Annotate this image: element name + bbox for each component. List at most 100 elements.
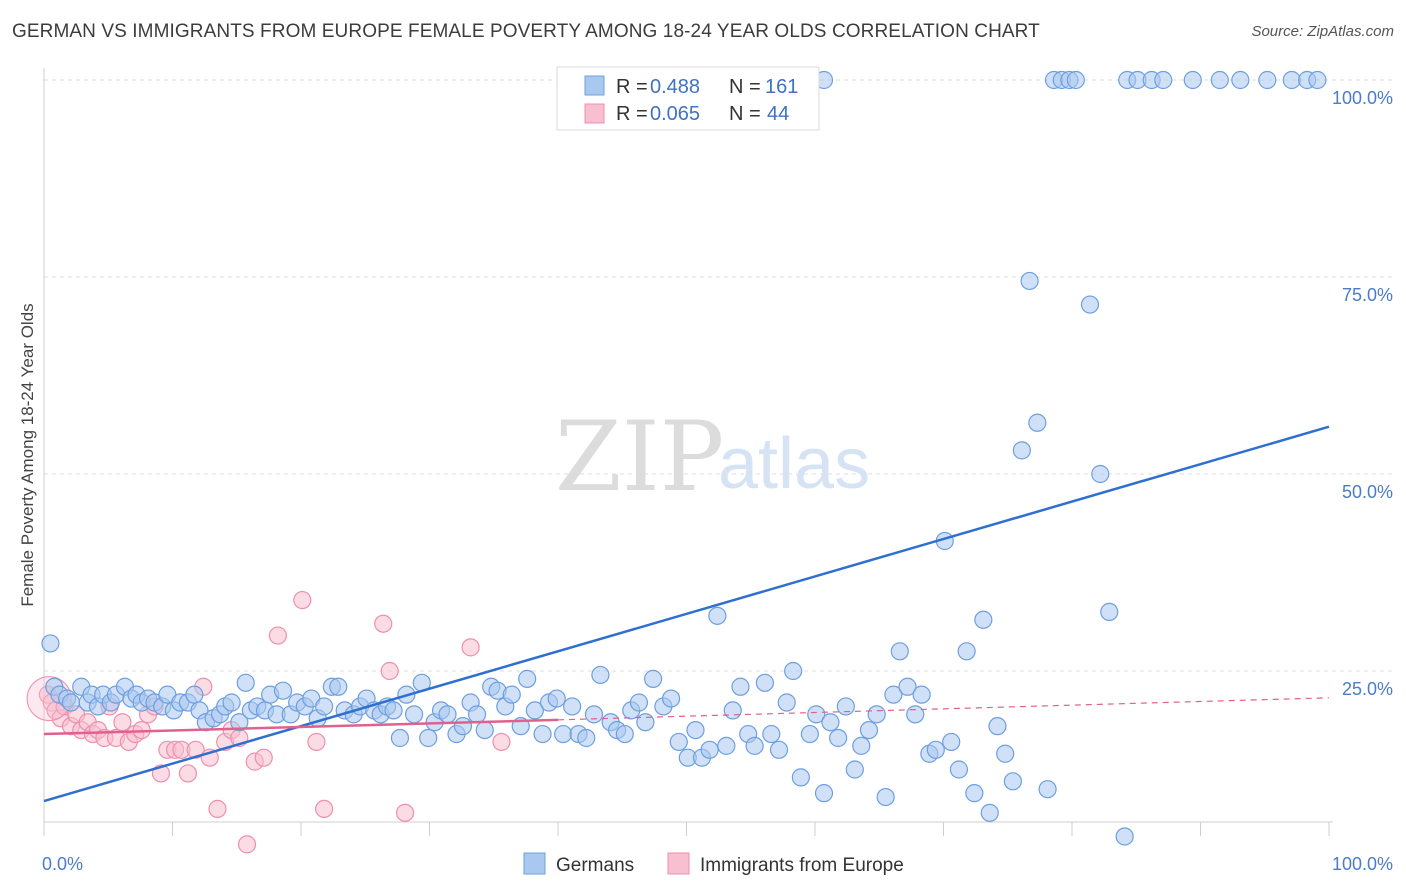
data-point-germans	[852, 736, 871, 755]
data-point-immigrants	[307, 732, 326, 752]
data-point-immigrants	[374, 614, 393, 633]
data-point-immigrants	[315, 799, 334, 819]
data-point-immigrants	[208, 799, 227, 819]
y-tick-label: 25.0%	[1342, 679, 1393, 699]
data-point-germans	[390, 728, 410, 748]
legend-r-value: 0.065	[650, 103, 700, 125]
data-point-germans	[769, 740, 789, 759]
data-point-germans	[957, 642, 976, 661]
bottom-legend-swatch-immigrants	[667, 852, 690, 875]
data-point-germans	[1231, 70, 1250, 90]
data-point-germans	[1038, 780, 1057, 799]
legend-r-label: R =	[616, 76, 648, 98]
data-point-germans	[942, 732, 961, 752]
data-point-germans	[1258, 70, 1277, 90]
data-point-germans	[615, 724, 634, 744]
data-point-germans	[584, 705, 604, 724]
legend-r-label: R =	[616, 103, 648, 125]
data-point-immigrants	[395, 803, 415, 822]
legend-n-label: N =	[729, 103, 761, 125]
data-point-germans	[755, 673, 774, 692]
data-point-germans	[686, 720, 705, 740]
data-point-germans	[926, 740, 945, 759]
data-point-germans	[554, 724, 573, 744]
watermark-atlas: atlas	[718, 424, 870, 504]
data-point-germans	[821, 713, 840, 732]
data-point-germans	[1028, 413, 1047, 432]
data-point-germans	[577, 728, 596, 748]
data-point-immigrants	[254, 748, 273, 767]
y-tick-label: 75.0%	[1342, 285, 1393, 305]
data-point-germans	[836, 697, 855, 716]
data-point-germans	[890, 642, 909, 661]
legend-n-value: 161	[765, 76, 798, 98]
grid-lines	[44, 79, 1396, 672]
data-point-germans	[563, 697, 582, 716]
data-point-germans	[807, 705, 826, 724]
trend-line-germans	[43, 425, 1330, 803]
data-point-germans	[731, 677, 750, 696]
x-tick-label-min: 0.0%	[42, 854, 83, 874]
data-point-germans	[1012, 441, 1031, 460]
bottom-legend-label-germans: Germans	[556, 855, 634, 876]
data-point-germans	[419, 728, 438, 748]
data-point-germans	[236, 673, 255, 692]
data-point-germans	[912, 685, 931, 704]
data-point-germans	[518, 669, 537, 688]
trend-line-immigrants	[43, 718, 559, 736]
data-point-germans	[974, 610, 993, 629]
data-point-germans	[453, 717, 473, 736]
data-point-germans	[1066, 70, 1085, 90]
data-point-germans	[185, 685, 204, 704]
trend-lines	[43, 425, 1330, 803]
y-tick-labels: 25.0% 50.0% 75.0% 100.0%	[1332, 88, 1393, 699]
data-point-germans	[643, 669, 663, 688]
data-point-germans	[1154, 70, 1173, 90]
data-point-germans	[669, 732, 688, 752]
data-point-germans	[876, 787, 895, 807]
data-point-germans	[1020, 271, 1039, 291]
data-point-germans	[315, 697, 334, 716]
data-point-germans	[762, 724, 781, 744]
trend-line-immigrants-extension	[557, 697, 1330, 721]
data-point-germans	[777, 693, 796, 712]
y-tick-label: 50.0%	[1342, 482, 1393, 502]
data-point-immigrants	[186, 740, 205, 759]
data-point-germans	[1210, 70, 1229, 90]
data-point-germans	[404, 705, 424, 724]
data-point-germans	[708, 606, 727, 625]
data-point-germans	[996, 744, 1015, 763]
data-point-germans	[533, 724, 552, 744]
y-axis-label: Female Poverty Among 18-24 Year Olds	[18, 303, 37, 606]
data-point-germans	[829, 728, 848, 748]
data-point-germans	[859, 720, 879, 740]
data-point-germans	[591, 665, 610, 685]
data-point-germans	[784, 661, 803, 681]
x-tick-label-max: 100.0%	[1332, 854, 1393, 874]
data-point-germans	[980, 803, 999, 822]
data-point-germans	[906, 705, 925, 724]
data-point-germans	[717, 736, 736, 755]
data-point-germans	[547, 689, 566, 708]
data-point-germans	[800, 724, 819, 744]
data-point-germans	[636, 713, 655, 732]
data-point-germans	[467, 705, 487, 724]
bottom-legend: Germans Immigrants from Europe	[523, 852, 904, 876]
data-point-germans	[988, 717, 1007, 736]
data-point-germans	[791, 768, 810, 787]
data-point-immigrants	[178, 764, 198, 783]
data-point-germans	[384, 701, 403, 720]
data-point-germans	[1080, 295, 1100, 314]
data-point-immigrants	[461, 638, 480, 657]
legend-swatch-immigrants	[584, 103, 605, 124]
chart-title: GERMAN VS IMMIGRANTS FROM EUROPE FEMALE …	[12, 21, 1040, 42]
data-point-germans	[502, 685, 521, 704]
data-point-germans	[61, 693, 81, 712]
data-point-immigrants	[492, 732, 511, 752]
data-point-germans	[41, 634, 60, 653]
data-point-germans	[845, 760, 864, 779]
data-point-germans	[867, 705, 886, 724]
legend-r-value: 0.488	[650, 76, 700, 98]
data-point-germans	[1115, 827, 1134, 846]
